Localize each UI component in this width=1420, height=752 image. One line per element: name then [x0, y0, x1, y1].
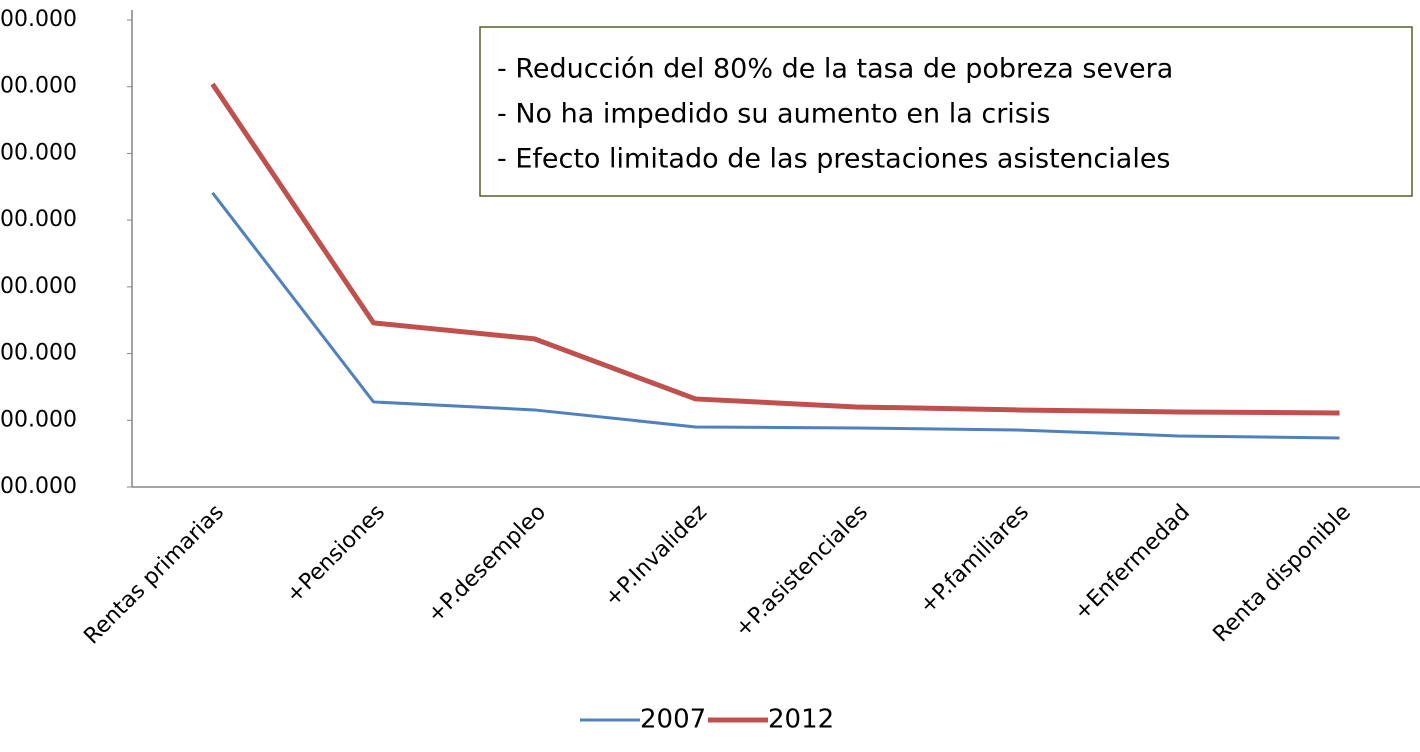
legend-label: 2007 — [640, 705, 706, 735]
y-tick-label: 00.000 — [0, 407, 77, 432]
line-series — [210, 82, 1340, 416]
legend-label: 2012 — [768, 705, 834, 735]
annotation: - Efecto limitado de las prestaciones as… — [497, 144, 1171, 175]
x-tick-label: +P.familiares — [915, 500, 1034, 619]
x-tick-label: +P.asistenciales — [730, 500, 873, 643]
annotation: - Reducción del 80% de la tasa de pobrez… — [497, 54, 1173, 85]
x-tick-label: +Enfermedad — [1069, 500, 1195, 626]
x-tick-label: +P.Invalidez — [600, 500, 712, 612]
y-tick-label: 00.000 — [0, 274, 77, 299]
x-tick-label: Renta disponible — [1209, 500, 1356, 647]
y-tick-label: 00.000 — [0, 140, 77, 165]
x-tick-label: +Pensiones — [282, 500, 390, 608]
annotation-box — [479, 26, 1413, 197]
y-tick-label: 00.000 — [0, 207, 77, 232]
annotation: - No ha impedido su aumento en la crisis — [497, 99, 1050, 130]
y-tick-label: 00.000 — [0, 7, 77, 32]
line-series — [211, 191, 1340, 440]
y-tick-label: 00.000 — [0, 341, 77, 366]
x-tick-label: +P.desempleo — [423, 500, 551, 628]
y-tick-label: 00.000 — [0, 474, 77, 499]
x-tick-label: Rentas primarias — [79, 500, 229, 650]
y-tick-label: 00.000 — [0, 74, 77, 99]
